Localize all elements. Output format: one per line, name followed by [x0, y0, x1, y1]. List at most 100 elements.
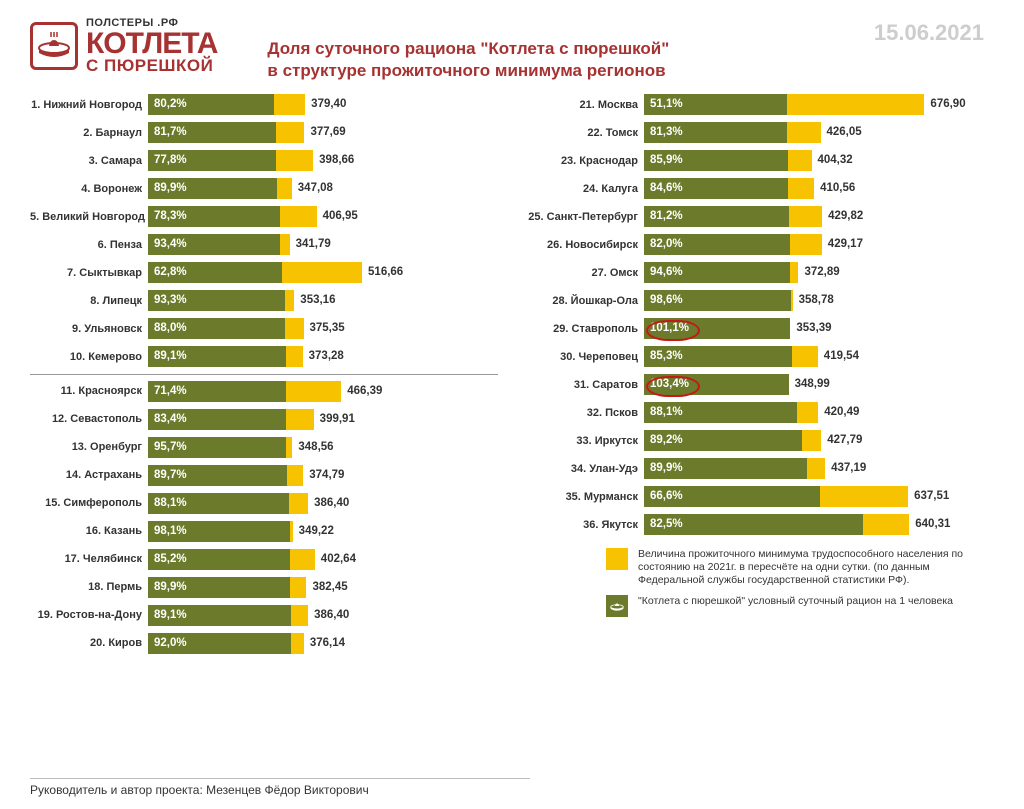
value-label: 426,05 [827, 122, 862, 143]
row-label: 24. Калуга [526, 183, 644, 195]
pct-label: 71,4% [154, 381, 187, 402]
row-label: 25. Санкт-Петербург [526, 211, 644, 223]
pct-label: 89,1% [154, 605, 187, 626]
bar-holder: 77,8%398,66 [148, 150, 498, 171]
title-line2: в структуре прожиточного минимума регион… [267, 61, 665, 80]
bar-holder: 93,3%353,16 [148, 290, 498, 311]
chart-row: 5. Великий Новгород78,3%406,95 [30, 204, 498, 230]
chart-row: 25. Санкт-Петербург81,2%429,82 [526, 204, 994, 230]
pct-label: 80,2% [154, 94, 187, 115]
chart-row: 31. Саратов103,4%348,99 [526, 372, 994, 398]
chart-column-left: 1. Нижний Новгород80,2%379,402. Барнаул8… [30, 92, 498, 659]
bar-holder: 85,2%402,64 [148, 549, 498, 570]
value-label: 348,99 [795, 374, 830, 395]
pct-label: 93,4% [154, 234, 187, 255]
pct-label: 94,6% [650, 262, 683, 283]
chart-row: 7. Сыктывкар62,8%516,66 [30, 260, 498, 286]
pct-label: 85,2% [154, 549, 187, 570]
chart-area: 1. Нижний Новгород80,2%379,402. Барнаул8… [30, 92, 994, 659]
pct-label: 85,9% [650, 150, 683, 171]
chart-row: 12. Севастополь83,4%399,91 [30, 407, 498, 433]
bar-holder: 94,6% 372,89 [644, 262, 994, 283]
bar-ration [644, 318, 790, 339]
chart-row: 27. Омск94,6%372,89 [526, 260, 994, 286]
value-label: 516,66 [368, 262, 403, 283]
chart-row: 26. Новосибирск82,0%429,17 [526, 232, 994, 258]
value-label: 347,08 [298, 178, 333, 199]
row-label: 32. Псков [526, 407, 644, 419]
bar-holder: 103,4% 348,99 [644, 374, 994, 395]
bar-holder: 80,2%379,40 [148, 94, 498, 115]
footer: Руководитель и автор проекта: Мезенцев Ф… [30, 778, 530, 797]
row-label: 36. Якутск [526, 519, 644, 531]
value-label: 386,40 [314, 605, 349, 626]
bar-holder: 89,9%437,19 [644, 458, 994, 479]
bar-holder: 89,1%373,28 [148, 346, 498, 367]
legend-swatch-green [606, 595, 628, 617]
logo-block: ПОЛСТЕРЫ .РФ КОТЛЕТА С ПЮРЕШКОЙ [30, 18, 217, 74]
value-label: 349,22 [299, 521, 334, 542]
row-label: 1. Нижний Новгород [30, 99, 148, 111]
pct-label: 89,9% [650, 458, 683, 479]
value-label: 399,91 [320, 409, 355, 430]
value-label: 427,79 [827, 430, 862, 451]
value-label: 353,16 [300, 290, 335, 311]
pct-label: 89,2% [650, 430, 683, 451]
pct-label: 85,3% [650, 346, 683, 367]
chart-row: 9. Ульяновск88,0%375,35 [30, 316, 498, 342]
chart-row: 23. Краснодар85,9%404,32 [526, 148, 994, 174]
bar-holder: 71,4%466,39 [148, 381, 498, 402]
value-label: 637,51 [914, 486, 949, 507]
row-label: 4. Воронеж [30, 183, 148, 195]
chart-column-right: 21. Москва51,1%676,9022. Томск81,3%426,0… [526, 92, 994, 659]
bar-holder: 89,2% 427,79 [644, 430, 994, 451]
pct-label: 81,2% [650, 206, 683, 227]
value-label: 374,79 [309, 465, 344, 486]
value-label: 406,95 [323, 206, 358, 227]
bar-holder: 85,3% 419,54 [644, 346, 994, 367]
chart-row: 4. Воронеж89,9%347,08 [30, 176, 498, 202]
chart-row: 29. Ставрополь101,1%353,39 [526, 316, 994, 342]
bar-holder: 83,4%399,91 [148, 409, 498, 430]
pct-label: 88,1% [154, 493, 187, 514]
pct-label: 101,1% [650, 318, 689, 339]
bar-holder: 88,0% 375,35 [148, 318, 498, 339]
chart-row: 13. Оренбург95,7%348,56 [30, 435, 498, 461]
bar-holder: 82,5%640,31 [644, 514, 994, 535]
row-label: 14. Астрахань [30, 469, 148, 481]
pct-label: 88,0% [154, 318, 187, 339]
row-label: 5. Великий Новгород [30, 211, 148, 223]
legend-swatch-yellow [606, 548, 628, 570]
bar-holder: 62,8%516,66 [148, 262, 498, 283]
infographic-page: ПОЛСТЕРЫ .РФ КОТЛЕТА С ПЮРЕШКОЙ Доля сут… [0, 0, 1024, 809]
header: ПОЛСТЕРЫ .РФ КОТЛЕТА С ПЮРЕШКОЙ Доля сут… [30, 18, 994, 82]
pct-label: 98,1% [154, 521, 187, 542]
value-label: 419,54 [824, 346, 859, 367]
bar-holder: 88,1%420,49 [644, 402, 994, 423]
chart-row: 22. Томск81,3%426,05 [526, 120, 994, 146]
chart-row: 36. Якутск82,5%640,31 [526, 512, 994, 538]
bar-holder: 89,7%374,79 [148, 465, 498, 486]
row-label: 23. Краснодар [526, 155, 644, 167]
row-label: 35. Мурманск [526, 491, 644, 503]
row-label: 7. Сыктывкар [30, 267, 148, 279]
divider [30, 374, 498, 375]
row-label: 16. Казань [30, 525, 148, 537]
logo-text: ПОЛСТЕРЫ .РФ КОТЛЕТА С ПЮРЕШКОЙ [86, 18, 217, 74]
chart-row: 3. Самара77,8%398,66 [30, 148, 498, 174]
bar-holder: 88,1%386,40 [148, 493, 498, 514]
bar-holder: 66,6%637,51 [644, 486, 994, 507]
pct-label: 89,9% [154, 577, 187, 598]
bar-holder: 92,0%376,14 [148, 633, 498, 654]
row-label: 13. Оренбург [30, 441, 148, 453]
chart-row: 30. Череповец85,3%419,54 [526, 344, 994, 370]
chart-row: 21. Москва51,1%676,90 [526, 92, 994, 118]
row-label: 6. Пенза [30, 239, 148, 251]
value-label: 353,39 [796, 318, 831, 339]
value-label: 372,89 [804, 262, 839, 283]
bar-holder: 95,7%348,56 [148, 437, 498, 458]
value-label: 375,35 [310, 318, 345, 339]
value-label: 410,56 [820, 178, 855, 199]
pct-label: 103,4% [650, 374, 689, 395]
pct-label: 77,8% [154, 150, 187, 171]
